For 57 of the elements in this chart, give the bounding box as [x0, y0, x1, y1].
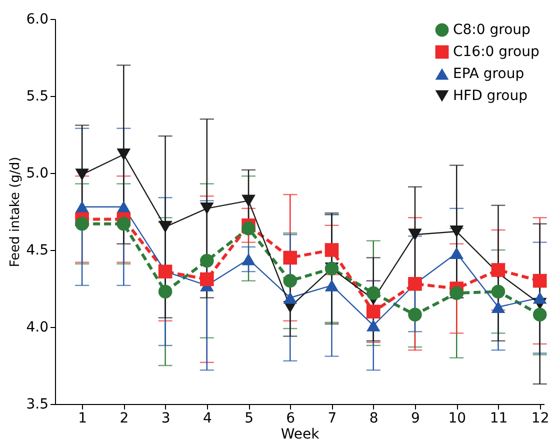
point [450, 286, 464, 300]
point [75, 216, 89, 231]
point [158, 284, 172, 298]
point [200, 272, 214, 286]
x-tick-label: 5 [244, 410, 254, 426]
x-tick-label: 6 [286, 410, 296, 426]
point [408, 228, 422, 241]
point [242, 222, 256, 236]
point [200, 202, 214, 214]
point [408, 308, 422, 322]
legend-label: C16:0 group [453, 44, 540, 60]
point [324, 279, 339, 292]
point [283, 250, 298, 265]
point [532, 308, 547, 322]
x-tick-label: 2 [120, 410, 129, 426]
y-tick-label: 4.5 [26, 242, 48, 258]
point [242, 194, 256, 207]
point [491, 284, 506, 298]
x-tick-label: 9 [411, 410, 420, 426]
x-tick-label: 1 [78, 410, 88, 426]
point [532, 292, 547, 304]
y-tick-label: 6.0 [26, 12, 48, 28]
point [116, 148, 131, 160]
x-tick-label: 4 [202, 410, 212, 426]
point [116, 200, 131, 213]
point [158, 220, 172, 233]
point [532, 274, 547, 288]
legend-label: EPA group [453, 66, 524, 82]
x-tick-label: 8 [369, 410, 378, 426]
x-tick-label: 11 [490, 410, 508, 426]
y-tick-label: 3.5 [26, 396, 48, 412]
point [450, 226, 464, 238]
point [366, 304, 380, 318]
point [450, 247, 464, 260]
x-tick-label: 12 [531, 410, 550, 426]
point [242, 253, 256, 266]
y-axis-title: Feed intake (g/d) [8, 156, 24, 268]
point [283, 274, 298, 288]
point [283, 292, 298, 304]
point [491, 301, 506, 313]
point [75, 168, 89, 181]
y-tick-label: 5.0 [26, 166, 48, 182]
y-tick-label: 5.5 [26, 88, 48, 104]
x-tick-label: 7 [328, 410, 337, 426]
x-tick-label: 10 [448, 410, 466, 426]
point [116, 216, 131, 231]
x-tick-label: 3 [161, 410, 170, 426]
point [366, 286, 380, 300]
point [324, 243, 339, 257]
point [491, 263, 506, 277]
legend-label: C8:0 group [453, 22, 531, 38]
x-axis-title: Week [280, 426, 320, 442]
point [366, 319, 380, 332]
point [200, 254, 214, 268]
point [75, 200, 89, 213]
y-tick-label: 4.0 [26, 320, 48, 336]
legend-label: HFD group [453, 88, 528, 104]
